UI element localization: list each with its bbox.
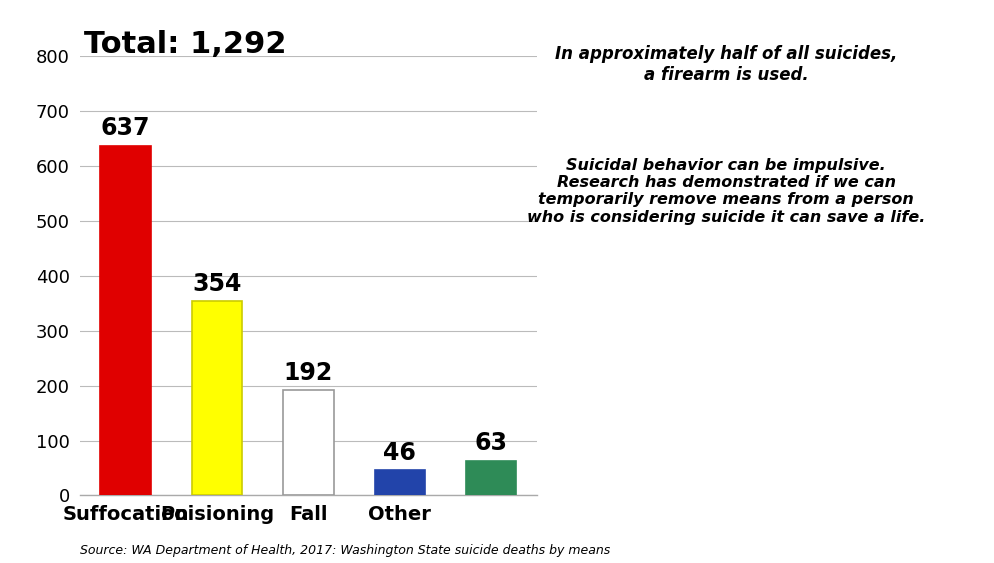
Text: 192: 192 <box>283 360 333 385</box>
Text: In approximately half of all suicides,
a firearm is used.: In approximately half of all suicides, a… <box>555 45 897 84</box>
Bar <box>375 470 424 495</box>
Bar <box>192 301 242 495</box>
Text: 637: 637 <box>100 117 150 140</box>
Text: Suicidal behavior can be impulsive.
Research has demonstrated if we can
temporar: Suicidal behavior can be impulsive. Rese… <box>527 158 924 225</box>
Bar <box>100 146 150 495</box>
Text: Source: WA Department of Health, 2017: Washington State suicide deaths by means: Source: WA Department of Health, 2017: W… <box>80 544 609 557</box>
Bar <box>283 390 333 495</box>
Text: 63: 63 <box>474 431 507 455</box>
Bar <box>466 461 516 495</box>
Text: Total: 1,292: Total: 1,292 <box>84 30 286 59</box>
Text: 354: 354 <box>192 271 242 296</box>
Text: 46: 46 <box>383 441 415 464</box>
